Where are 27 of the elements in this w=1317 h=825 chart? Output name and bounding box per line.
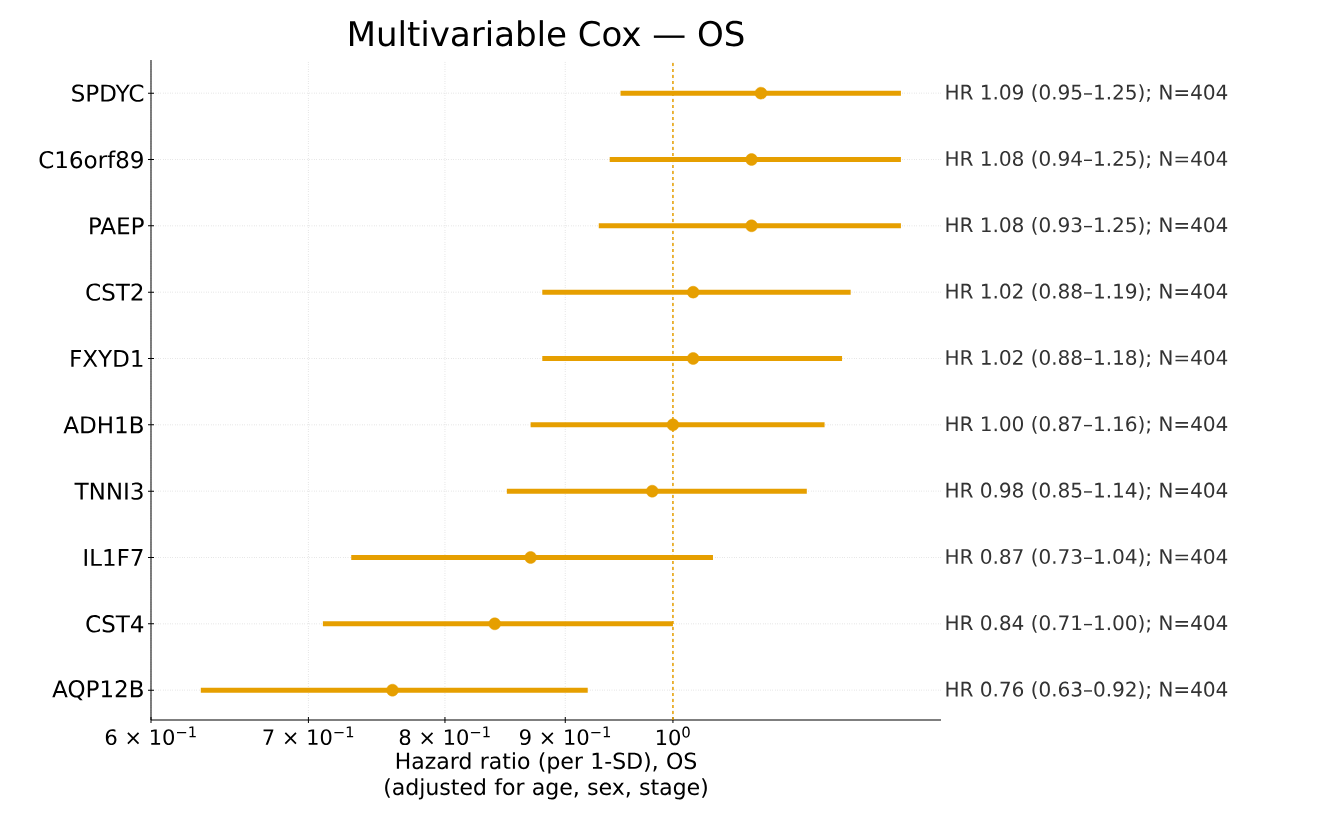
data-label: HR 1.02 (0.88–1.19); N=404: [946, 283, 1228, 302]
y-tick-label: C16orf89: [39, 150, 143, 169]
y-tick-label: FXYD1: [71, 350, 143, 367]
data-label: HR 0.84 (0.71–1.00); N=404: [946, 614, 1228, 633]
x-tick-label: 7 × 10$^{−1}$: [263, 726, 354, 746]
data-label: HR 1.00 (0.87–1.16); N=404: [946, 415, 1228, 434]
x-axis-title: Hazard ratio (per 1-SD), OS (adjusted for age, sex, stage): [385, 752, 707, 800]
data-label: HR 0.76 (0.63–0.92); N=404: [946, 681, 1228, 700]
y-tick-label: TNNI3: [74, 482, 143, 500]
data-label: HR 1.08 (0.93–1.25); N=404: [946, 216, 1228, 235]
data-label: HR 1.09 (0.95–1.25); N=404: [946, 84, 1228, 103]
y-tick-label: SPDYC: [72, 84, 144, 102]
y-tick-label: IL1F7: [84, 549, 143, 566]
y-tick-label: CST4: [86, 615, 144, 633]
y-tick-label: PAEP: [90, 217, 144, 235]
data-label: HR 1.02 (0.88–1.18); N=404: [946, 349, 1228, 368]
x-tick-label: 8 × 10$^{−1}$: [399, 726, 490, 746]
x-tick-label: 9 × 10$^{−1}$: [519, 726, 611, 746]
data-label: HR 1.08 (0.94–1.25); N=404: [946, 150, 1228, 169]
y-tick-label: AQP12B: [52, 680, 143, 701]
x-tick-label: 6 × 10$^{−1}$: [105, 726, 196, 746]
chart-title: Multivariable Cox — OS: [350, 20, 744, 47]
y-tick-label: ADH1B: [63, 416, 143, 434]
data-label: HR 0.98 (0.85–1.14); N=404: [946, 482, 1228, 501]
y-tick-label: CST2: [86, 283, 143, 301]
data-label: HR 0.87 (0.73–1.04); N=404: [946, 548, 1228, 567]
x-tick-label: 10$^{0}$: [656, 726, 690, 746]
